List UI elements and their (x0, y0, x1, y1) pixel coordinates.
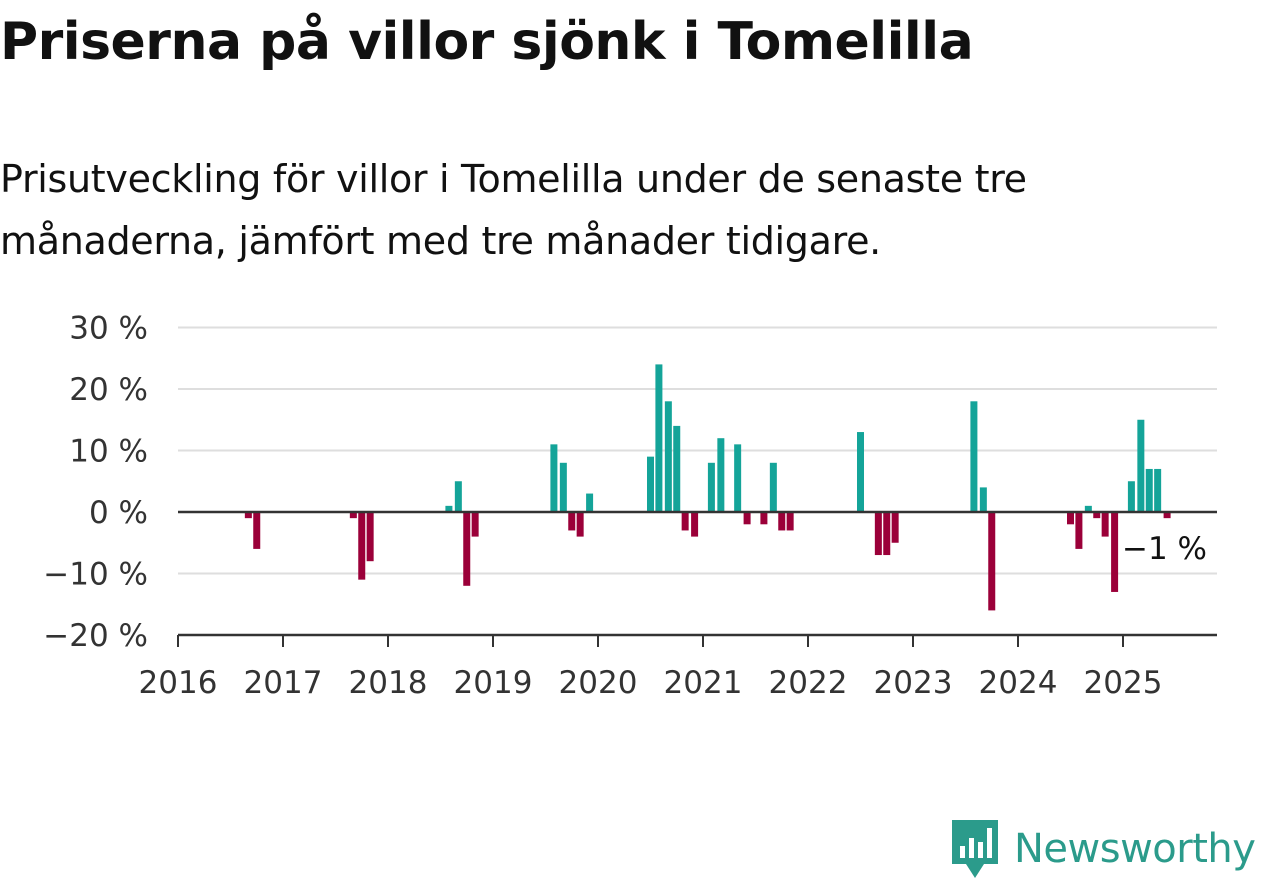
y-tick-label: 0 % (89, 495, 148, 531)
bar (244, 512, 252, 519)
x-tick-label: 2024 (979, 665, 1058, 701)
x-tick-label: 2020 (559, 665, 638, 701)
bar (445, 505, 453, 512)
bar (463, 512, 471, 586)
bar (586, 493, 594, 512)
x-tick-label: 2019 (454, 665, 533, 701)
x-tick-label: 2021 (664, 665, 743, 701)
bar (550, 444, 558, 512)
bar (559, 462, 567, 512)
bar (1137, 419, 1145, 512)
bar (366, 512, 374, 562)
y-tick-label: 10 % (69, 434, 148, 470)
bar (1127, 481, 1135, 512)
brand-logo: Newsworthy (950, 818, 1256, 880)
bar (874, 512, 882, 556)
bar (707, 462, 715, 512)
y-tick-label: −20 % (43, 618, 148, 654)
bar (691, 512, 699, 537)
bar (1163, 512, 1171, 519)
bar (358, 512, 366, 580)
last-value-annotation: −1 % (1122, 531, 1207, 567)
bars (244, 364, 1171, 611)
bar (655, 364, 663, 512)
bar (1101, 512, 1109, 537)
x-tick-label: 2023 (874, 665, 953, 701)
x-axis-ticks: 2016 2017 2018 2019 2020 2021 2022 2023 2024 2025 (139, 635, 1163, 701)
bar (1111, 512, 1119, 592)
bar (1067, 512, 1074, 525)
y-tick-label: 30 % (69, 311, 148, 347)
bar (253, 512, 261, 549)
bar (769, 462, 777, 512)
chart-title: Priserna på villor sjönk i Tomelilla (0, 12, 974, 72)
bar (1154, 468, 1162, 512)
bar (1093, 512, 1101, 519)
y-axis-ticks: 30 % 20 % 10 % 0 % −10 % −20 % (43, 311, 148, 655)
bar (576, 512, 584, 537)
bar (734, 444, 742, 512)
bar (1075, 512, 1083, 549)
bar (891, 512, 899, 543)
bar-chart: 30 %20 %10 %0 %−10 %−20 % 2016 2017 2018 20… (43, 311, 1217, 701)
brand-name: Newsworthy (1014, 826, 1256, 872)
bar (979, 487, 987, 512)
bar (778, 512, 786, 531)
newsworthy-logo-icon (952, 820, 998, 878)
bar (664, 401, 672, 512)
bar (786, 512, 794, 531)
x-tick-label: 2016 (139, 665, 218, 701)
bar (1084, 505, 1092, 512)
bar (471, 512, 479, 537)
x-tick-label: 2018 (349, 665, 428, 701)
bar (760, 512, 768, 525)
bar (647, 456, 654, 512)
bar (717, 438, 725, 512)
grid-lines (178, 326, 1217, 575)
bar (883, 512, 891, 556)
x-tick-label: 2022 (769, 665, 848, 701)
y-tick-label: −10 % (43, 557, 148, 593)
bar (568, 512, 576, 531)
axes (178, 510, 1217, 637)
chart-subtitle: Prisutveckling för villor i Tomelilla un… (0, 157, 1027, 263)
bar (349, 512, 357, 519)
bar (743, 512, 751, 525)
bar (681, 512, 689, 531)
y-tick-label: 20 % (69, 372, 148, 408)
bar (988, 512, 996, 611)
bar (454, 481, 462, 512)
bar (673, 425, 681, 512)
bar (970, 401, 978, 512)
x-tick-label: 2017 (244, 665, 323, 701)
bar (857, 432, 864, 512)
bar (1145, 468, 1153, 512)
x-tick-label: 2025 (1084, 665, 1163, 701)
